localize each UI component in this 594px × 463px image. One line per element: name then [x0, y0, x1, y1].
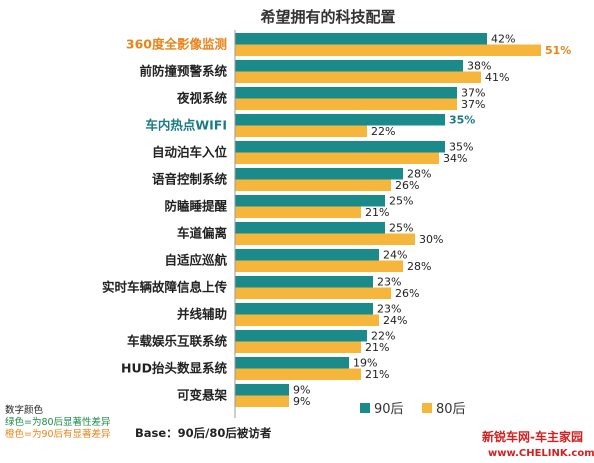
data-label: 28%	[407, 260, 431, 273]
data-label: 34%	[443, 152, 467, 165]
data-label: 9%	[293, 395, 310, 408]
category-label: 夜视系统	[176, 91, 228, 106]
category-label: 前防撞预警系统	[139, 64, 227, 79]
legend-label: 90后	[374, 402, 404, 417]
data-label: 24%	[383, 249, 407, 262]
color-note: 绿色=为80后显著性差异	[5, 416, 111, 428]
data-label: 21%	[365, 368, 389, 381]
data-label: 23%	[377, 303, 401, 316]
bar-90s	[235, 249, 379, 261]
category-label: 防瞌睡提醒	[164, 199, 227, 214]
bar-90s	[235, 168, 403, 180]
bar-80s	[235, 152, 439, 164]
bar-80s	[235, 368, 361, 380]
category-label: 车道偏离	[177, 226, 227, 241]
data-label: 35%	[449, 114, 475, 127]
category-label: 360度全影像监测	[126, 37, 227, 52]
bar-90s	[235, 276, 373, 288]
category-label: HUD抬头数显系统	[121, 361, 227, 376]
bar-90s	[235, 384, 289, 396]
base-note: Base：90后/80后被访者	[135, 426, 272, 440]
data-label: 26%	[395, 179, 419, 192]
data-label: 35%	[449, 141, 473, 154]
bar-80s	[235, 395, 289, 407]
bar-90s	[235, 303, 373, 315]
data-label: 21%	[365, 206, 389, 219]
data-label: 19%	[353, 357, 377, 370]
category-label: 实时车辆故障信息上传	[102, 280, 228, 295]
bar-90s	[235, 114, 445, 126]
bar-80s	[235, 206, 361, 218]
bar-80s	[235, 71, 481, 83]
data-label: 42%	[491, 33, 515, 46]
data-label: 28%	[407, 168, 431, 181]
bar-80s	[235, 287, 391, 299]
data-label: 25%	[389, 195, 413, 208]
bar-90s	[235, 195, 385, 207]
bar-90s	[235, 357, 349, 369]
data-label: 9%	[293, 384, 310, 397]
data-label: 37%	[461, 98, 485, 111]
bar-80s	[235, 98, 457, 110]
bar-90s	[235, 222, 385, 234]
bar-90s	[235, 141, 445, 153]
bar-80s	[235, 179, 391, 191]
bar-80s	[235, 260, 403, 272]
data-label: 30%	[419, 233, 443, 246]
data-label: 38%	[467, 60, 491, 73]
category-label: 车内热点WIFI	[145, 118, 227, 133]
data-label: 23%	[377, 276, 401, 289]
data-label: 22%	[371, 125, 395, 138]
category-label: 车载娱乐互联系统	[127, 334, 228, 349]
category-label: 并线辅助	[177, 307, 227, 322]
data-label: 22%	[371, 330, 395, 343]
bar-80s	[235, 125, 367, 137]
color-note: 橙色=为90后有显著差异	[5, 428, 111, 440]
bar-90s	[235, 87, 457, 99]
bar-90s	[235, 33, 487, 45]
legend-label: 80后	[436, 402, 466, 417]
data-label: 21%	[365, 341, 389, 354]
bar-80s	[235, 314, 379, 326]
plot-area: 360度全影像监测 42% 51% 前防撞预警系统 38%41% 夜视系统 37%37% 车内…	[102, 33, 571, 409]
chart-title: 希望拥有的科技配置	[260, 8, 395, 26]
bar-90s	[235, 60, 463, 72]
data-label: 26%	[395, 287, 419, 300]
category-label: 语音控制系统	[152, 172, 228, 187]
bar-80s	[235, 341, 361, 353]
data-label: 25%	[389, 222, 413, 235]
data-label: 41%	[485, 71, 509, 84]
legend-swatch	[360, 403, 370, 413]
data-label: 24%	[383, 314, 407, 327]
color-note: 数字颜色	[5, 404, 44, 416]
data-label: 37%	[461, 87, 485, 100]
bar-90s	[235, 330, 367, 342]
watermark-title: 新锐车网-车主家园	[482, 429, 583, 444]
legend-swatch	[422, 403, 432, 413]
category-label: 自适应巡航	[164, 253, 227, 268]
category-label: 自动泊车入位	[152, 145, 228, 160]
category-label: 可变悬架	[177, 388, 228, 403]
watermark-url: www.CHELINK.com	[488, 448, 594, 459]
legend: 90后 80后	[360, 402, 466, 417]
bar-80s	[235, 44, 541, 56]
data-label: 51%	[545, 44, 571, 57]
bar-80s	[235, 233, 415, 245]
